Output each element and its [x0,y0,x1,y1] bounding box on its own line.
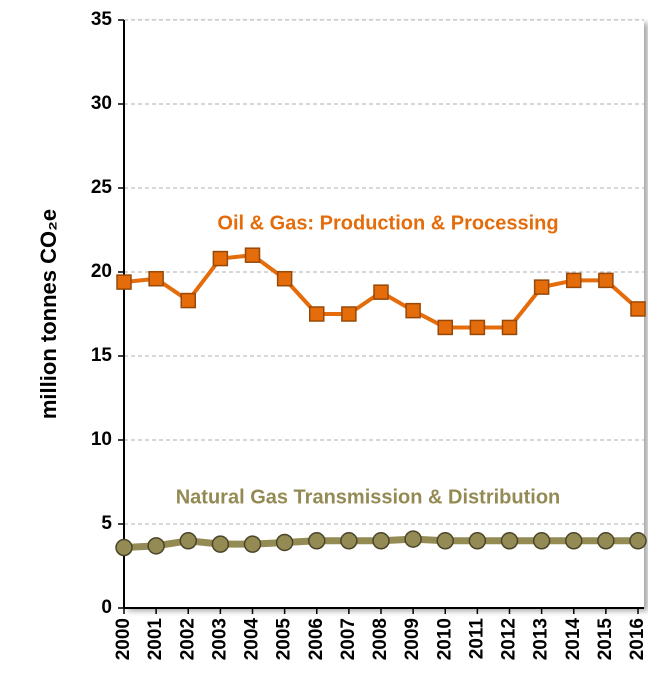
point-marker [405,302,421,319]
x-tick-label: 2010 [434,618,455,660]
point-marker [598,272,614,289]
y-tick-label: 20 [91,261,112,282]
point-marker [532,532,551,550]
point-marker [211,535,230,553]
x-tick-label: 2007 [338,618,359,660]
y-tick-label: 30 [91,93,112,114]
point-marker [244,247,261,263]
point-marker [275,533,294,552]
point-marker [404,530,422,548]
x-tick-label: 2001 [145,618,166,661]
x-tick-label: 2009 [402,618,423,660]
y-tick-label: 35 [91,9,113,30]
x-tick-label: 2008 [370,618,391,660]
point-marker [469,319,486,336]
point-marker [340,532,358,550]
plot-area [124,20,644,608]
point-marker [373,284,389,300]
point-marker [212,250,229,267]
y-tick-label: 0 [101,597,112,618]
x-tick-label: 2015 [595,618,616,661]
point-marker [437,319,453,336]
point-marker [243,535,262,553]
point-marker [629,532,647,550]
point-marker [115,538,133,557]
x-tick-label: 2014 [563,618,584,661]
series-label: Oil & Gas: Production & Processing [217,212,558,234]
x-tick-label: 2012 [499,618,520,660]
point-marker [500,532,519,550]
x-tick-label: 2006 [306,618,327,660]
x-tick-label: 2003 [209,618,230,660]
point-marker [630,301,646,317]
point-marker [468,532,487,550]
point-marker [501,319,518,336]
point-marker [565,532,583,550]
y-tick-label: 15 [91,345,113,366]
y-tick-label: 5 [101,513,112,534]
point-marker [147,537,165,555]
y-tick-label: 25 [91,177,113,198]
point-marker [341,306,357,322]
point-marker [116,274,132,290]
point-marker [372,532,390,550]
point-marker [597,532,615,550]
point-marker [436,532,454,550]
point-marker [533,279,550,295]
point-marker [276,270,293,287]
x-tick-label: 2011 [466,618,487,660]
point-marker [308,532,326,550]
x-tick-label: 2004 [242,618,263,661]
point-marker [148,270,164,287]
point-marker [180,292,196,309]
x-tick-label: 2002 [177,618,198,660]
x-tick-label: 2005 [274,618,295,661]
point-marker [309,306,325,322]
point-marker [179,532,197,550]
x-tick-label: 2016 [627,618,648,660]
x-tick-label: 2000 [113,618,134,660]
x-tick-label: 2013 [531,618,552,660]
y-axis-label: million tonnes CO₂e [36,209,61,419]
y-tick-label: 10 [91,429,112,450]
point-marker [566,272,582,289]
series-label: Natural Gas Transmission & Distribution [176,486,561,508]
